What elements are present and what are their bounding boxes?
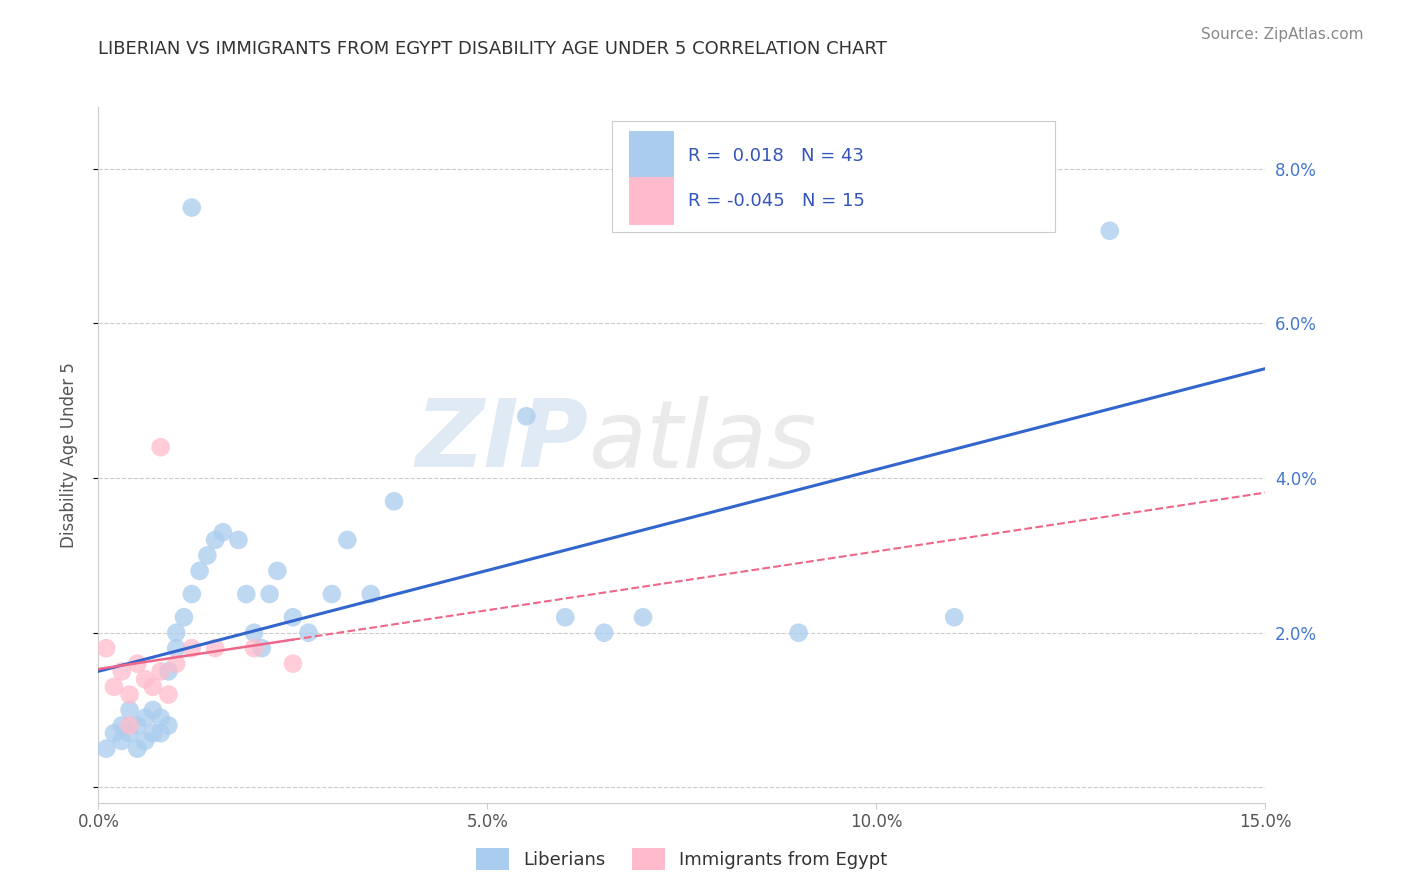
Point bbox=[297, 625, 319, 640]
Point bbox=[228, 533, 250, 547]
Point bbox=[157, 718, 180, 732]
Point bbox=[96, 641, 118, 656]
Point bbox=[243, 641, 266, 656]
Point bbox=[321, 587, 343, 601]
Point bbox=[250, 641, 273, 656]
FancyBboxPatch shape bbox=[630, 131, 673, 180]
Point bbox=[180, 587, 202, 601]
Point bbox=[1098, 224, 1121, 238]
Point bbox=[149, 711, 172, 725]
Point bbox=[111, 734, 134, 748]
Point bbox=[593, 625, 616, 640]
Text: ZIP: ZIP bbox=[416, 395, 589, 487]
Point bbox=[142, 703, 165, 717]
Point bbox=[157, 665, 180, 679]
Point bbox=[118, 703, 141, 717]
Point bbox=[134, 711, 156, 725]
Point bbox=[149, 665, 172, 679]
Point bbox=[173, 610, 195, 624]
Y-axis label: Disability Age Under 5: Disability Age Under 5 bbox=[59, 362, 77, 548]
Point bbox=[243, 625, 266, 640]
Point bbox=[554, 610, 576, 624]
Point bbox=[195, 549, 218, 563]
Point bbox=[118, 726, 141, 740]
Point bbox=[134, 672, 156, 686]
Point bbox=[165, 641, 187, 656]
Point bbox=[103, 726, 125, 740]
Point bbox=[204, 533, 226, 547]
Point bbox=[204, 641, 226, 656]
Point bbox=[281, 657, 304, 671]
Point bbox=[142, 726, 165, 740]
Point bbox=[787, 625, 810, 640]
Point bbox=[266, 564, 288, 578]
Point bbox=[259, 587, 281, 601]
Point bbox=[142, 680, 165, 694]
Point bbox=[180, 201, 202, 215]
Point bbox=[165, 625, 187, 640]
Point bbox=[180, 641, 202, 656]
Point bbox=[127, 741, 149, 756]
Point bbox=[336, 533, 359, 547]
Point bbox=[281, 610, 304, 624]
Point bbox=[111, 718, 134, 732]
Point bbox=[118, 718, 141, 732]
Point bbox=[188, 564, 211, 578]
Point bbox=[382, 494, 405, 508]
FancyBboxPatch shape bbox=[630, 177, 673, 226]
Point bbox=[157, 688, 180, 702]
Text: Source: ZipAtlas.com: Source: ZipAtlas.com bbox=[1201, 27, 1364, 42]
Point bbox=[134, 734, 156, 748]
Point bbox=[111, 665, 134, 679]
Text: R = -0.045   N = 15: R = -0.045 N = 15 bbox=[688, 192, 865, 210]
Point bbox=[127, 657, 149, 671]
Point bbox=[631, 610, 654, 624]
Point bbox=[515, 409, 537, 424]
Point bbox=[118, 688, 141, 702]
Point bbox=[235, 587, 257, 601]
Text: LIBERIAN VS IMMIGRANTS FROM EGYPT DISABILITY AGE UNDER 5 CORRELATION CHART: LIBERIAN VS IMMIGRANTS FROM EGYPT DISABI… bbox=[98, 40, 887, 58]
FancyBboxPatch shape bbox=[612, 121, 1056, 232]
Legend: Liberians, Immigrants from Egypt: Liberians, Immigrants from Egypt bbox=[470, 841, 894, 877]
Point bbox=[212, 525, 235, 540]
Point bbox=[103, 680, 125, 694]
Point bbox=[165, 657, 187, 671]
Point bbox=[149, 726, 172, 740]
Point bbox=[943, 610, 966, 624]
Point bbox=[149, 440, 172, 454]
Point bbox=[360, 587, 382, 601]
Text: R =  0.018   N = 43: R = 0.018 N = 43 bbox=[688, 147, 863, 165]
Point bbox=[127, 718, 149, 732]
Text: atlas: atlas bbox=[589, 395, 817, 486]
Point bbox=[96, 741, 118, 756]
